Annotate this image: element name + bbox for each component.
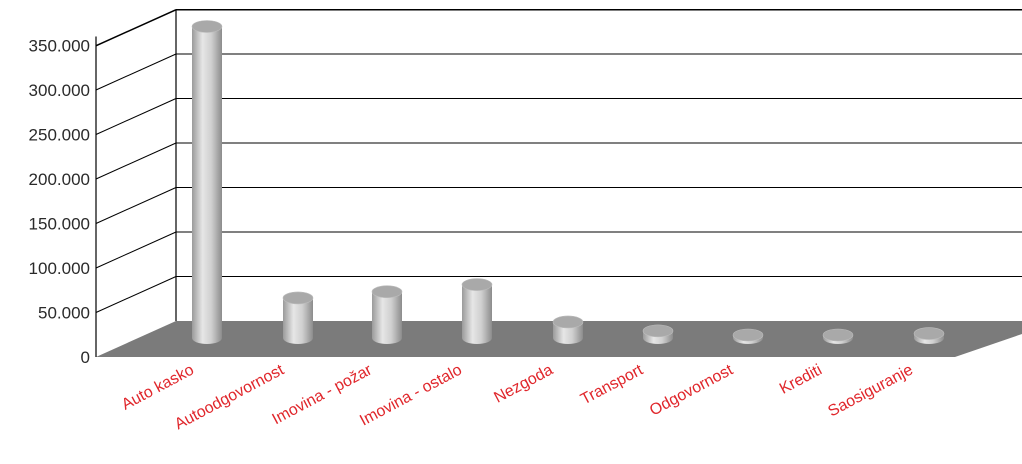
bar — [282, 291, 314, 344]
category-label: Nezgoda — [491, 361, 556, 406]
bars — [191, 20, 945, 344]
y-tick-label: 300.000 — [29, 81, 90, 100]
bar — [642, 324, 674, 344]
category-label: Transport — [578, 361, 646, 408]
y-tick-label: 0 — [81, 348, 90, 367]
y-tick-label: 350.000 — [29, 37, 90, 56]
bar — [371, 285, 403, 344]
category-label: Krediti — [777, 362, 825, 398]
bar — [552, 315, 584, 344]
bar — [913, 327, 945, 344]
category-label: Saosiguranje — [825, 361, 916, 420]
category-label: Odgovornost — [647, 361, 736, 419]
y-tick-label: 200.000 — [29, 170, 90, 189]
y-axis: 0 50.000 100.000 150.000 200.000 250.000 300.0… — [29, 36, 97, 367]
grid — [95, 9, 1022, 321]
y-tick-label: 250.000 — [29, 126, 90, 145]
y-tick-label: 50.000 — [38, 304, 90, 323]
bar — [732, 328, 764, 344]
y-tick-label: 150.000 — [29, 215, 90, 234]
category-label: Auto kasko — [119, 361, 197, 413]
category-label: Imovina - ostalo — [357, 361, 465, 429]
bar — [191, 20, 223, 344]
bar — [461, 278, 493, 344]
bar — [822, 328, 854, 344]
y-tick-label: 100.000 — [29, 259, 90, 278]
